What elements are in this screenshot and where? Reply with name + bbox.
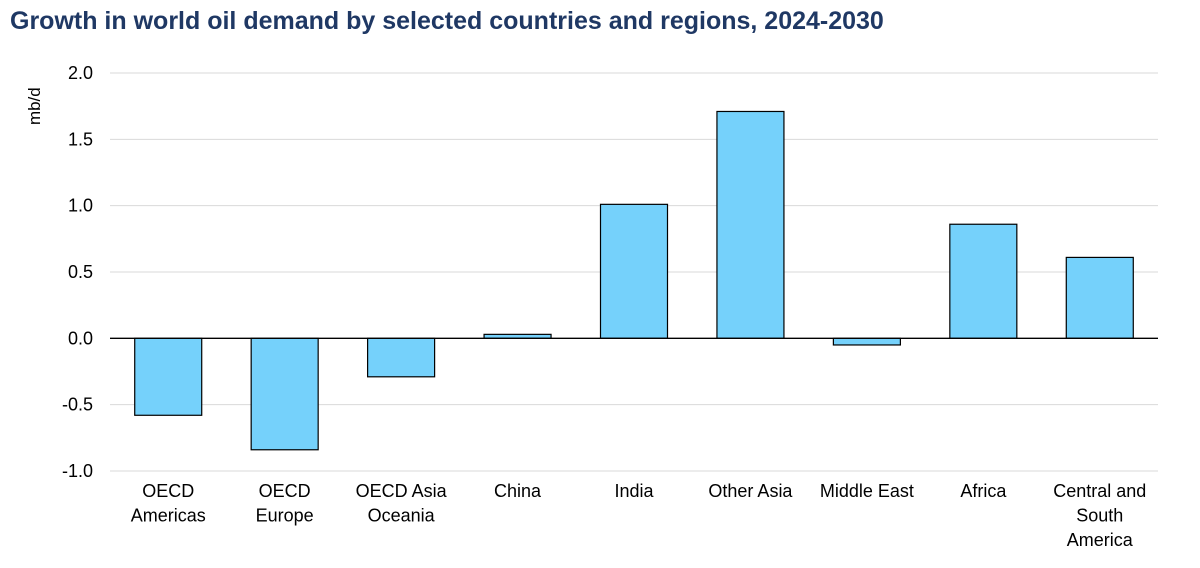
bars bbox=[134, 110, 1134, 451]
y-tick-label: 1.0 bbox=[68, 196, 93, 216]
x-category-label: Africa bbox=[960, 481, 1007, 501]
x-category-label-line: Africa bbox=[960, 481, 1007, 501]
x-category-label: OECD Europe bbox=[256, 481, 314, 526]
bar bbox=[832, 337, 901, 346]
x-category-label: OECD Asia Oceania bbox=[356, 481, 448, 526]
x-category-label-line: Europe bbox=[256, 506, 314, 526]
x-category-label: OECD Americas bbox=[131, 481, 206, 526]
y-tick-label: -1.0 bbox=[62, 461, 93, 481]
bar bbox=[134, 337, 203, 416]
x-category-label: India bbox=[614, 481, 654, 501]
x-category-label: China bbox=[494, 481, 542, 501]
bar bbox=[250, 337, 319, 451]
y-tick-label: 0.5 bbox=[68, 262, 93, 282]
x-category-label-line: China bbox=[494, 481, 542, 501]
y-axis-label: mb/d bbox=[25, 87, 44, 125]
bar bbox=[949, 223, 1018, 339]
x-category-label-line: OECD Asia bbox=[356, 481, 448, 501]
x-category-label-line: Other Asia bbox=[708, 481, 793, 501]
x-category-label-line: Oceania bbox=[368, 506, 436, 526]
bar bbox=[716, 110, 785, 339]
x-category-label: Central and South America bbox=[1053, 481, 1146, 550]
x-category-label-line: OECD bbox=[259, 481, 311, 501]
x-category-label-line: India bbox=[614, 481, 654, 501]
chart-title: Growth in world oil demand by selected c… bbox=[10, 7, 884, 35]
x-category-label-line: Americas bbox=[131, 506, 206, 526]
x-category-label-line: Middle East bbox=[820, 481, 914, 501]
x-category-label-line: America bbox=[1067, 530, 1134, 550]
y-tick-label: 0.0 bbox=[68, 328, 93, 348]
bar bbox=[367, 337, 436, 378]
x-category-label-line: South bbox=[1076, 506, 1123, 526]
x-category-label: Middle East bbox=[820, 481, 914, 501]
y-tick-label: 1.5 bbox=[68, 129, 93, 149]
bar bbox=[1065, 256, 1134, 339]
y-tick-label: 2.0 bbox=[68, 63, 93, 83]
x-category-label-line: Central and bbox=[1053, 481, 1146, 501]
x-category-label-line: OECD bbox=[142, 481, 194, 501]
y-tick-label: -0.5 bbox=[62, 395, 93, 415]
x-category-label: Other Asia bbox=[708, 481, 793, 501]
bar bbox=[599, 203, 669, 339]
